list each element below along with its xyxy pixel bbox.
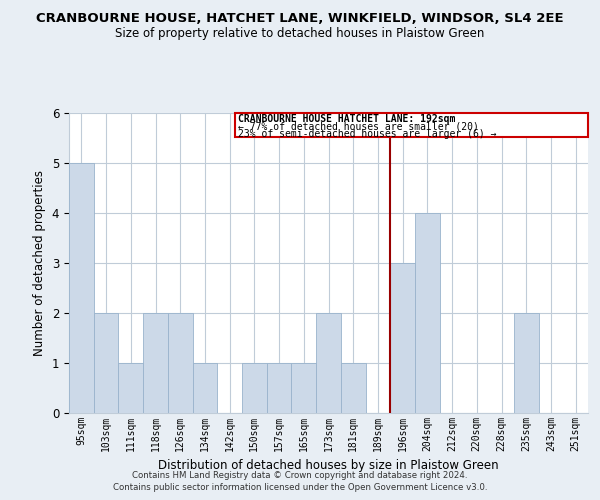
Bar: [143, 312, 168, 412]
Y-axis label: Number of detached properties: Number of detached properties: [33, 170, 46, 356]
Bar: [316, 312, 341, 412]
Bar: [242, 362, 267, 412]
Bar: [69, 162, 94, 412]
Bar: [390, 262, 415, 412]
Bar: [168, 312, 193, 412]
Bar: [94, 312, 118, 412]
Bar: [341, 362, 365, 412]
Bar: [415, 212, 440, 412]
Text: Size of property relative to detached houses in Plaistow Green: Size of property relative to detached ho…: [115, 28, 485, 40]
Text: CRANBOURNE HOUSE HATCHET LANE: 192sqm: CRANBOURNE HOUSE HATCHET LANE: 192sqm: [238, 114, 455, 124]
Bar: [118, 362, 143, 412]
X-axis label: Distribution of detached houses by size in Plaistow Green: Distribution of detached houses by size …: [158, 459, 499, 472]
Text: 23% of semi-detached houses are larger (6) →: 23% of semi-detached houses are larger (…: [238, 129, 497, 139]
Text: ← 77% of detached houses are smaller (20): ← 77% of detached houses are smaller (20…: [238, 122, 479, 132]
Bar: [267, 362, 292, 412]
Bar: [292, 362, 316, 412]
Bar: [514, 312, 539, 412]
FancyBboxPatch shape: [235, 112, 588, 136]
Bar: [193, 362, 217, 412]
Text: CRANBOURNE HOUSE, HATCHET LANE, WINKFIELD, WINDSOR, SL4 2EE: CRANBOURNE HOUSE, HATCHET LANE, WINKFIEL…: [36, 12, 564, 26]
Text: Contains HM Land Registry data © Crown copyright and database right 2024.
Contai: Contains HM Land Registry data © Crown c…: [113, 471, 487, 492]
